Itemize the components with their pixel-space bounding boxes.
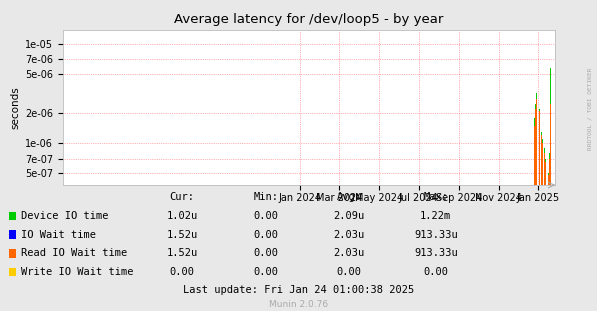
- Text: 0.00: 0.00: [170, 267, 195, 277]
- Title: Average latency for /dev/loop5 - by year: Average latency for /dev/loop5 - by year: [174, 13, 444, 26]
- Text: 0.00: 0.00: [253, 267, 278, 277]
- Text: 2.09u: 2.09u: [334, 211, 365, 221]
- Text: Munin 2.0.76: Munin 2.0.76: [269, 300, 328, 309]
- Text: Min:: Min:: [253, 192, 278, 202]
- Text: 913.33u: 913.33u: [414, 230, 458, 240]
- Text: Max:: Max:: [423, 192, 448, 202]
- Text: 1.02u: 1.02u: [167, 211, 198, 221]
- Text: Avg:: Avg:: [337, 192, 362, 202]
- Text: RRDTOOL / TOBI OETIKER: RRDTOOL / TOBI OETIKER: [588, 67, 593, 150]
- Text: 0.00: 0.00: [337, 267, 362, 277]
- Y-axis label: seconds: seconds: [11, 86, 21, 129]
- Text: IO Wait time: IO Wait time: [21, 230, 96, 240]
- Text: 0.00: 0.00: [253, 248, 278, 258]
- Text: 2.03u: 2.03u: [334, 230, 365, 240]
- Text: 1.52u: 1.52u: [167, 248, 198, 258]
- Text: 0.00: 0.00: [253, 230, 278, 240]
- Text: 2.03u: 2.03u: [334, 248, 365, 258]
- Text: Read IO Wait time: Read IO Wait time: [21, 248, 127, 258]
- Text: Device IO time: Device IO time: [21, 211, 109, 221]
- Text: 1.22m: 1.22m: [420, 211, 451, 221]
- Text: 913.33u: 913.33u: [414, 248, 458, 258]
- Text: Last update: Fri Jan 24 01:00:38 2025: Last update: Fri Jan 24 01:00:38 2025: [183, 285, 414, 295]
- Text: 1.52u: 1.52u: [167, 230, 198, 240]
- Text: Write IO Wait time: Write IO Wait time: [21, 267, 133, 277]
- Text: 0.00: 0.00: [253, 211, 278, 221]
- Text: Cur:: Cur:: [170, 192, 195, 202]
- Text: 0.00: 0.00: [423, 267, 448, 277]
